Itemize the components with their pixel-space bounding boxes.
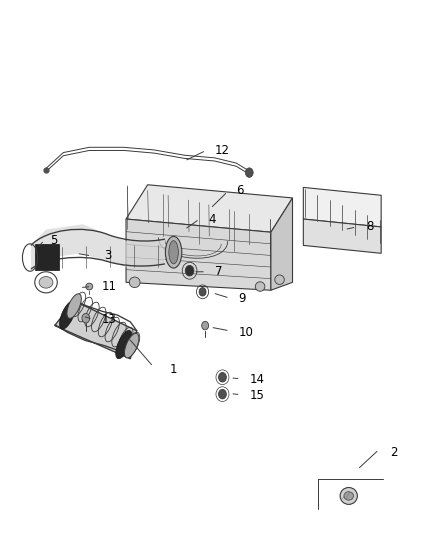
Ellipse shape (86, 283, 93, 290)
Ellipse shape (245, 168, 253, 177)
Ellipse shape (82, 313, 90, 323)
Polygon shape (31, 224, 165, 269)
Text: 9: 9 (238, 292, 246, 305)
Ellipse shape (39, 277, 53, 288)
Polygon shape (35, 244, 59, 270)
Ellipse shape (124, 333, 139, 358)
Text: 3: 3 (104, 249, 112, 262)
Polygon shape (304, 219, 381, 253)
Ellipse shape (129, 277, 140, 288)
Ellipse shape (116, 330, 132, 359)
Polygon shape (55, 301, 137, 359)
Ellipse shape (275, 275, 284, 285)
Ellipse shape (255, 282, 265, 292)
Ellipse shape (340, 488, 357, 504)
Ellipse shape (344, 492, 353, 500)
Ellipse shape (67, 294, 81, 318)
Polygon shape (271, 198, 293, 290)
Ellipse shape (185, 265, 194, 276)
Ellipse shape (219, 390, 226, 399)
Ellipse shape (202, 321, 208, 330)
Text: 4: 4 (208, 213, 215, 225)
Text: 1: 1 (169, 363, 177, 376)
Text: 8: 8 (366, 221, 374, 233)
Text: 10: 10 (238, 326, 253, 339)
Polygon shape (304, 188, 381, 227)
Text: 2: 2 (390, 446, 397, 459)
Ellipse shape (60, 301, 76, 329)
Ellipse shape (166, 237, 182, 268)
Text: 7: 7 (215, 265, 222, 278)
Ellipse shape (169, 241, 178, 264)
Text: 12: 12 (215, 144, 230, 157)
Polygon shape (126, 185, 293, 232)
Text: 14: 14 (249, 374, 264, 386)
Polygon shape (126, 219, 271, 290)
Text: 6: 6 (236, 183, 244, 197)
Text: 13: 13 (101, 313, 116, 326)
Ellipse shape (219, 373, 226, 382)
Text: 5: 5 (50, 233, 58, 247)
Ellipse shape (199, 288, 206, 296)
Text: 15: 15 (249, 389, 264, 402)
Text: 11: 11 (101, 280, 117, 293)
